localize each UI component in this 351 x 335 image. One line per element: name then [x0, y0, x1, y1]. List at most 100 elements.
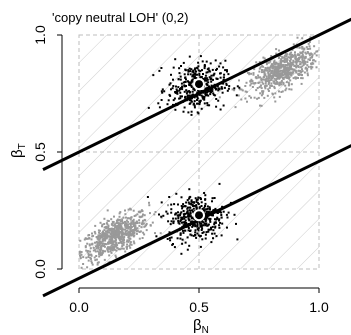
gray-point	[109, 241, 112, 244]
gray-point	[259, 92, 262, 95]
gray-point	[128, 237, 131, 240]
gray-point	[272, 64, 274, 67]
gray-point	[125, 225, 128, 228]
gray-point	[301, 51, 304, 54]
black-point	[203, 78, 206, 81]
black-point	[179, 233, 182, 236]
gray-point	[310, 65, 312, 68]
black-point	[197, 234, 200, 237]
gray-point	[117, 242, 120, 245]
gray-point	[86, 266, 89, 269]
gray-point	[312, 59, 314, 62]
black-point	[157, 102, 160, 105]
gray-point	[254, 82, 257, 84]
gray-point	[114, 254, 117, 257]
black-point	[200, 224, 203, 227]
gray-point	[122, 247, 125, 250]
gray-point	[275, 71, 277, 74]
gray-point	[290, 83, 293, 86]
gray-point	[294, 56, 297, 59]
gray-point	[295, 66, 298, 69]
gray-point	[297, 77, 299, 79]
black-point	[215, 69, 218, 71]
black-point	[192, 69, 195, 72]
black-point	[196, 73, 199, 76]
y-tick-label: 1.0	[32, 25, 48, 45]
gray-point	[109, 240, 112, 243]
black-point	[217, 99, 220, 102]
gray-point	[84, 245, 87, 248]
black-point	[210, 80, 213, 83]
gray-point	[138, 224, 141, 227]
gray-point	[252, 72, 255, 75]
gray-point	[280, 80, 283, 82]
black-point	[182, 203, 185, 206]
black-point	[204, 92, 207, 95]
gray-point	[103, 245, 105, 247]
black-point	[174, 108, 177, 111]
black-point	[160, 99, 163, 101]
black-point	[172, 217, 175, 220]
gray-point	[272, 74, 275, 77]
gray-point	[284, 57, 287, 60]
gray-point	[301, 57, 304, 60]
black-point	[195, 70, 197, 73]
black-point	[221, 205, 224, 208]
gray-point	[111, 234, 114, 237]
black-point	[219, 108, 222, 111]
gray-point	[129, 228, 132, 231]
black-point	[200, 205, 203, 207]
gray-point	[114, 224, 117, 227]
black-point	[190, 80, 193, 83]
black-point	[203, 95, 206, 98]
gray-point	[128, 232, 131, 235]
gray-point	[267, 90, 270, 92]
gray-point	[285, 81, 288, 84]
gray-point	[308, 41, 311, 43]
black-point	[215, 218, 218, 221]
black-point	[194, 224, 197, 227]
gray-point	[85, 237, 88, 240]
black-point	[204, 194, 207, 197]
gray-point	[95, 247, 98, 250]
black-point	[182, 110, 185, 113]
gray-point	[118, 212, 121, 215]
black-point	[195, 207, 198, 210]
black-point	[212, 78, 214, 81]
gray-point	[299, 60, 302, 63]
gray-point	[95, 245, 97, 248]
gray-point	[278, 64, 281, 67]
black-point	[193, 75, 196, 78]
gray-point	[123, 228, 125, 231]
gray-point	[280, 91, 283, 93]
gray-point	[275, 78, 278, 81]
black-point	[180, 65, 182, 67]
black-point	[190, 234, 193, 237]
gray-point	[108, 231, 110, 234]
black-point	[194, 72, 197, 75]
black-point	[181, 216, 183, 219]
black-point	[160, 215, 163, 218]
black-point	[196, 225, 199, 228]
gray-point	[121, 233, 123, 236]
gray-point	[265, 75, 268, 78]
gray-point	[121, 245, 124, 248]
gray-point	[300, 82, 303, 85]
black-point	[187, 227, 190, 230]
black-point	[181, 242, 184, 245]
gray-point	[109, 232, 112, 235]
gray-point	[113, 232, 115, 235]
black-point	[177, 220, 180, 222]
black-point	[199, 224, 202, 227]
gray-point	[240, 98, 243, 101]
gray-point	[109, 247, 112, 250]
gray-point	[267, 76, 270, 79]
black-point	[196, 222, 199, 225]
gray-point	[281, 74, 284, 77]
black-point	[204, 202, 207, 205]
gray-point	[238, 79, 240, 82]
gray-point	[125, 247, 128, 250]
black-point	[214, 225, 217, 228]
gray-point	[101, 240, 104, 242]
gray-point	[100, 248, 103, 251]
